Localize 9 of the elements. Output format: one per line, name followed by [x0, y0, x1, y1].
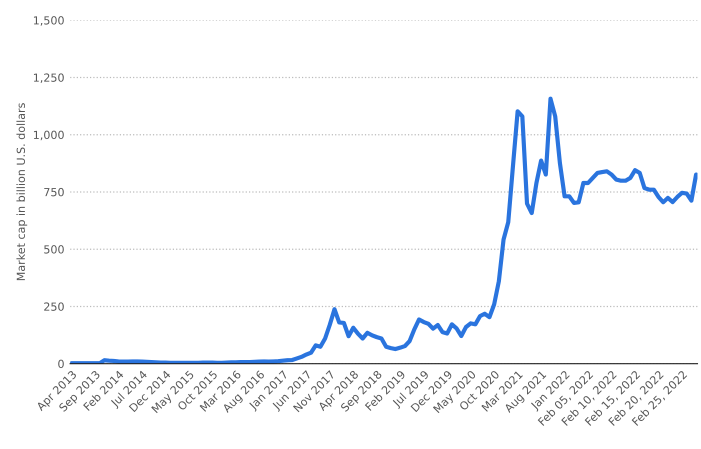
y-tick-label: 1,500 — [34, 16, 64, 26]
y-tick-label: 750 — [44, 188, 64, 196]
y-tick-label: 1,000 — [34, 130, 64, 140]
y-tick-label: 0 — [58, 360, 64, 368]
y-tick-label: 1,250 — [34, 73, 64, 83]
y-tick-label: 250 — [44, 302, 64, 311]
y-axis-title: Market cap in billion U.S. dollars — [16, 103, 28, 280]
y-tick-label: 500 — [44, 245, 64, 254]
line-series — [70, 96, 698, 364]
